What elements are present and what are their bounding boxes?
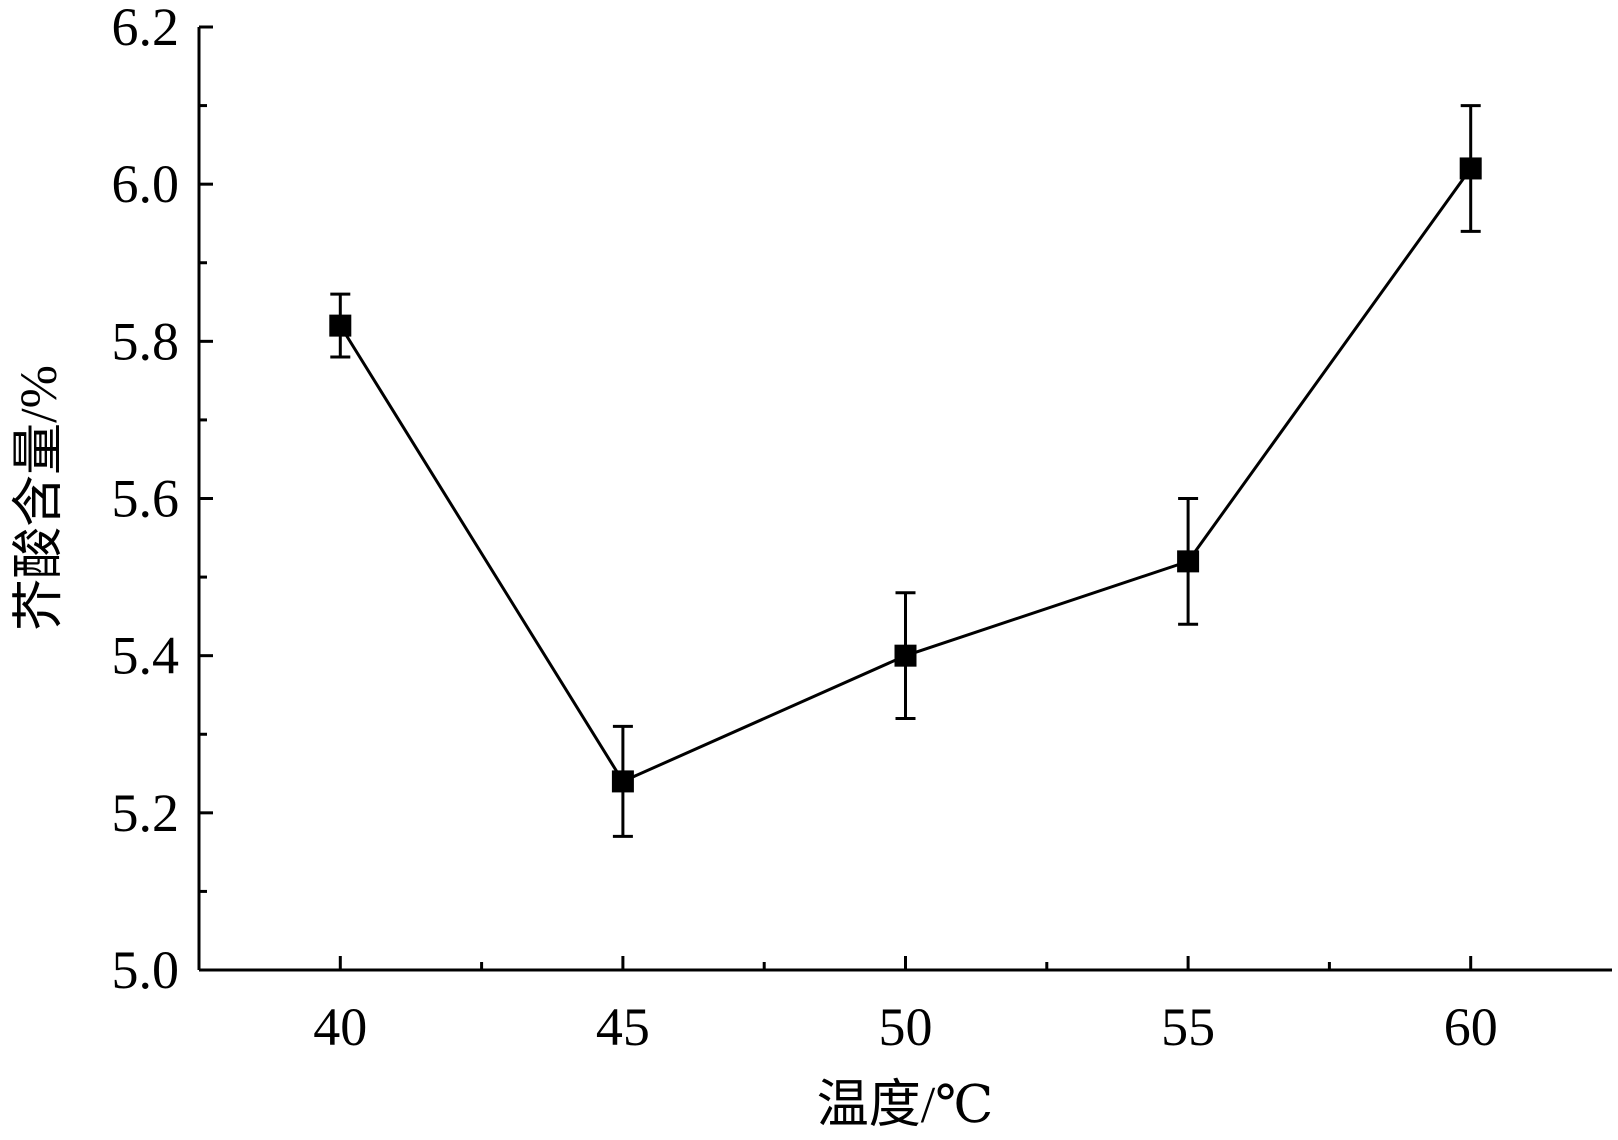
x-tick-label: 55	[1161, 997, 1215, 1057]
axes-layer	[197, 27, 1612, 972]
y-tick-label: 5.2	[112, 783, 180, 843]
y-tick-label: 5.8	[112, 311, 180, 371]
y-tick-label: 5.6	[112, 469, 180, 529]
x-tick-label: 60	[1444, 997, 1498, 1057]
y-tick-label: 5.4	[112, 626, 180, 686]
y-tick-label: 6.0	[112, 154, 180, 214]
x-axis-title: 温度/℃	[817, 1077, 994, 1134]
data-point-marker	[329, 314, 352, 337]
x-ticks: 40 45 50 55 60	[313, 956, 1498, 1057]
x-tick-label: 50	[879, 997, 933, 1057]
y-axis-title: 芥酸含量/%	[11, 365, 68, 631]
data-point-marker	[1459, 157, 1482, 180]
series-layer	[329, 104, 1482, 838]
data-point-marker	[1177, 550, 1200, 573]
y-tick-label: 5.0	[112, 940, 180, 1000]
data-point-marker	[894, 644, 917, 667]
y-tick-label: 6.2	[112, 0, 180, 57]
x-tick-label: 40	[313, 997, 367, 1057]
data-point-marker	[611, 770, 634, 793]
y-ticks: 5.0 5.2 5.4 5.6 5.8 6.0 6.2	[112, 0, 213, 1000]
x-tick-label: 45	[596, 997, 650, 1057]
